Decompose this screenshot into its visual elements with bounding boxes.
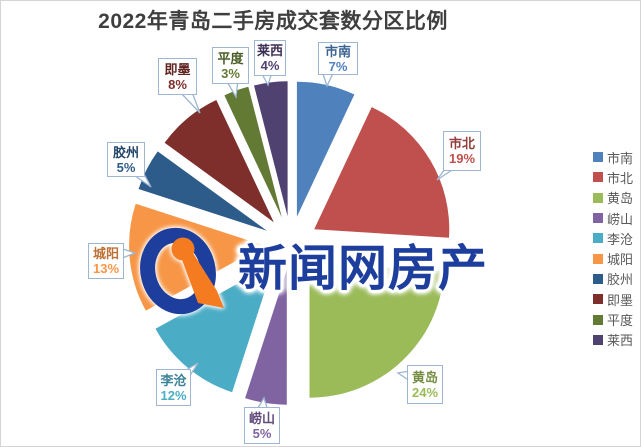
legend-label: 黄岛	[607, 191, 634, 207]
data-label-市南: 市南 7%	[318, 42, 358, 75]
legend-item-市北: 市北	[593, 167, 633, 187]
pie-slice-胶州	[138, 151, 267, 231]
legend-swatch-icon	[593, 213, 603, 224]
pie-slice-黄岛	[309, 262, 445, 398]
data-label-percent: 5%	[116, 159, 136, 175]
legend-label: 城阳	[607, 252, 634, 268]
pie-slice-即墨	[164, 100, 274, 223]
legend: 市南市北黄岛崂山李沧城阳胶州即墨平度莱西	[593, 147, 633, 350]
legend-label: 市北	[607, 170, 634, 186]
legend-item-莱西: 莱西	[593, 330, 633, 350]
legend-item-即墨: 即墨	[593, 289, 633, 309]
legend-item-市南: 市南	[593, 147, 633, 167]
legend-swatch-icon	[593, 334, 603, 345]
legend-item-黄岛: 黄岛	[593, 188, 633, 208]
pie-slice-市南	[296, 81, 355, 217]
data-label-城阳: 城阳 13%	[88, 243, 124, 279]
data-label-胶州: 胶州 5%	[107, 142, 145, 177]
legend-item-平度: 平度	[593, 309, 633, 329]
legend-label: 即墨	[607, 292, 634, 308]
data-label-category: 崂山	[248, 410, 275, 426]
data-label-percent: 13%	[92, 261, 120, 276]
legend-item-胶州: 胶州	[593, 269, 633, 289]
legend-swatch-icon	[593, 172, 603, 183]
chart-title: 2022年青岛二手房成交套数分区比例	[98, 10, 448, 33]
data-label-category: 市南	[324, 43, 351, 59]
data-label-percent: 8%	[168, 76, 187, 92]
data-label-平度: 平度 3%	[212, 47, 249, 84]
legend-label: 崂山	[607, 211, 634, 227]
pie-slice-李沧	[155, 263, 274, 393]
data-label-percent: 7%	[328, 58, 348, 74]
data-label-崂山: 崂山 5%	[244, 407, 280, 444]
legend-label: 市南	[607, 150, 634, 166]
legend-swatch-icon	[593, 314, 603, 325]
data-label-李沧: 李沧 12%	[156, 369, 191, 406]
data-label-市北: 市北 19%	[443, 131, 481, 171]
data-label-percent: 24%	[411, 384, 439, 400]
pie-slice-市北	[314, 107, 450, 238]
legend-swatch-icon	[593, 253, 603, 264]
data-label-category: 市北	[448, 136, 475, 151]
legend-swatch-icon	[593, 192, 603, 203]
legend-label: 李沧	[607, 231, 634, 247]
data-label-category: 莱西	[256, 43, 283, 58]
data-label-category: 城阳	[92, 246, 119, 261]
data-label-category: 平度	[217, 50, 244, 66]
legend-label: 平度	[607, 313, 634, 329]
legend-label: 胶州	[607, 272, 634, 288]
pie-slice-莱西	[254, 81, 288, 217]
data-label-即墨: 即墨 8%	[158, 58, 197, 95]
legend-swatch-icon	[593, 233, 603, 244]
pie-slice-平度	[224, 86, 282, 218]
data-label-percent: 5%	[252, 425, 272, 441]
data-label-category: 黄岛	[411, 369, 438, 385]
data-label-category: 李沧	[160, 372, 187, 388]
legend-swatch-icon	[593, 273, 603, 284]
legend-swatch-icon	[593, 294, 603, 305]
legend-swatch-icon	[593, 152, 603, 163]
data-label-莱西: 莱西 4%	[254, 40, 286, 76]
data-label-percent: 3%	[221, 65, 240, 81]
data-label-category: 胶州	[112, 144, 139, 160]
data-label-percent: 19%	[448, 151, 476, 166]
data-label-percent: 4%	[260, 58, 280, 73]
legend-item-城阳: 城阳	[593, 248, 633, 268]
data-label-percent: 12%	[160, 387, 187, 403]
pie-slice-崂山	[245, 269, 287, 405]
legend-item-崂山: 崂山	[593, 208, 633, 228]
legend-label: 莱西	[607, 333, 634, 349]
data-label-黄岛: 黄岛 24%	[407, 365, 443, 404]
legend-item-李沧: 李沧	[593, 228, 633, 248]
data-label-category: 即墨	[164, 61, 191, 77]
